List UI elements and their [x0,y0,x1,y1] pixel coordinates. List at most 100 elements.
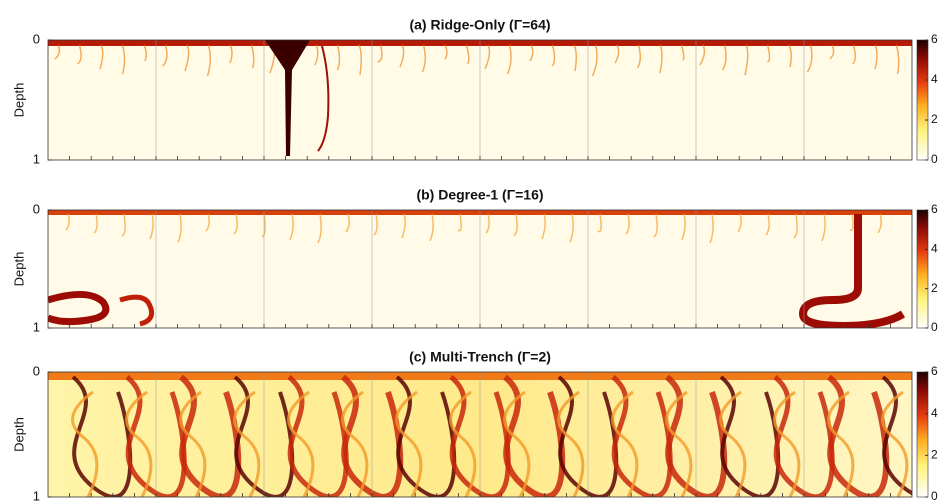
downwelling [265,40,310,156]
swirl [719,390,747,497]
swirl [125,390,153,497]
plume [121,213,126,237]
plume [636,44,641,69]
swirl [881,390,909,497]
plume [177,213,182,243]
swirl [557,390,585,497]
colorbar-tick-label: 6 [931,202,938,216]
plume [399,44,405,68]
slab [119,294,155,327]
field-layer [48,372,912,497]
plume [653,213,658,238]
colorbar-tick-label: 0 [931,152,938,166]
swirl [611,390,639,497]
y-tick-label: 0 [33,363,40,378]
plume [149,213,154,240]
plume [457,213,462,232]
colorbar [916,371,929,498]
plume [506,44,512,75]
colorbar-tick-label: 4 [931,242,938,256]
plume [77,44,82,65]
colorbar-tick-label: 2 [931,281,938,295]
plume [65,213,70,231]
plume [541,213,546,240]
plume [317,45,330,152]
frame [47,371,913,498]
plume [377,44,383,63]
colorbar-tick-label: 0 [931,489,938,503]
plume [597,213,602,233]
plume [765,213,770,236]
panel: (a) Ridge-Only (Γ=64) Depth 0 1 0 2 4 6 [11,17,938,167]
chart-title: (a) Ridge-Only (Γ=64) [409,17,550,33]
swirl [71,390,99,497]
colorbar-tick-label: 6 [931,32,938,46]
swirl [341,390,369,497]
swirl [449,390,477,497]
plume [625,213,630,235]
y-axis-label: Depth [11,252,26,287]
plume [121,44,126,75]
plume [821,213,826,242]
colorbar-tick-label: 2 [931,112,938,126]
y-axis-label: Depth [11,417,26,452]
colorbar-tick-label: 6 [931,364,938,378]
plume [229,44,233,64]
panel: (c) Multi-Trench (Γ=2) Depth 0 1 0 2 4 6 [11,349,938,503]
panel: (b) Degree-1 (Γ=16) Depth 0 1 0 2 4 6 [11,187,938,335]
colorbar [916,209,929,329]
plume [54,44,61,60]
plume [659,44,663,74]
y-tick-label: 1 [33,488,40,503]
plume [465,44,470,65]
plume [444,44,448,60]
plume [806,44,813,73]
y-axis-label: Depth [11,83,26,118]
plume [345,213,350,233]
plume [851,44,856,65]
slab [798,214,906,328]
swirl [827,390,855,497]
plume [373,213,378,236]
swirl [395,390,423,497]
chart-title: (c) Multi-Trench (Γ=2) [409,349,551,365]
plume [314,44,319,66]
plume [573,44,578,72]
plume [289,213,294,241]
plume [680,44,685,61]
plume [529,44,534,62]
plume [143,44,148,62]
swirl [179,390,207,497]
plume [485,213,490,234]
chart-title: (b) Degree-1 (Γ=16) [416,187,543,203]
plume [421,44,426,73]
plume [250,44,255,69]
swirl [287,390,315,497]
plume [358,44,363,76]
plume [709,213,714,244]
swirl [233,390,261,497]
plume [681,213,686,241]
swirl [665,390,693,497]
frame [47,209,913,329]
plume [874,44,878,70]
plume [93,213,98,234]
plume [99,44,104,70]
y-tick-label: 1 [33,151,40,166]
plume [744,44,749,76]
plume [551,44,556,67]
plume [721,44,727,71]
plume [766,44,771,63]
plume [788,44,793,68]
plume [336,44,341,71]
plume [401,213,406,239]
plume [184,44,190,72]
colorbar-tick-label: 0 [931,320,938,334]
plume [569,213,574,243]
plume [206,44,211,77]
plume [877,213,882,234]
y-tick-label: 0 [33,31,40,46]
frame [47,39,913,161]
plume [205,213,210,232]
